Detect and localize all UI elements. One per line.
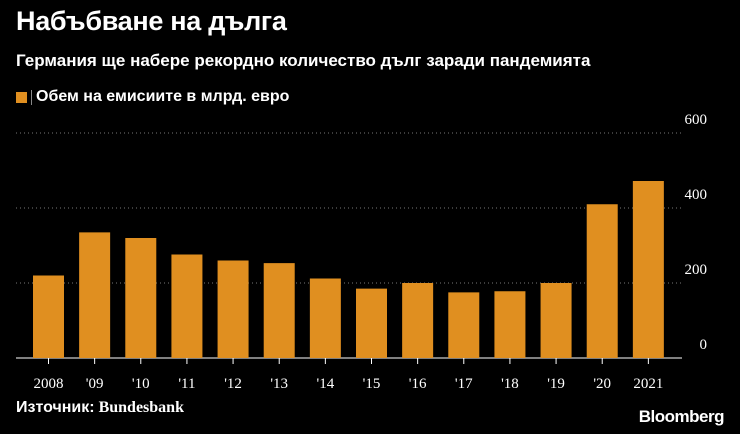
x-tick-label: 2021 [633, 376, 663, 392]
x-tick-label: '16 [409, 376, 427, 392]
x-tick-label: '19 [547, 376, 565, 392]
bar [540, 283, 572, 358]
source-label: Източник: [16, 399, 95, 416]
bar [79, 232, 111, 358]
bar [33, 275, 64, 358]
bar [586, 204, 618, 358]
legend: Обем на емисиите в млрд. евро [16, 88, 289, 106]
bar [171, 254, 203, 358]
y-tick-label: 0 [700, 337, 708, 353]
chart-title: Набъбване на дълга [16, 6, 287, 36]
x-tick-label: '12 [224, 376, 242, 392]
bar [402, 283, 434, 358]
bar [217, 260, 249, 358]
y-tick-label: 200 [685, 262, 708, 278]
x-tick-label: '10 [132, 376, 150, 392]
x-tick-label: '13 [270, 376, 288, 392]
x-tick-label: '09 [86, 376, 104, 392]
bar [309, 278, 341, 358]
x-tick-label: '11 [178, 376, 195, 392]
x-tick-label: '20 [593, 376, 611, 392]
source-name: Bundesbank [98, 399, 184, 416]
bar [494, 291, 526, 358]
bar [125, 238, 157, 358]
y-tick-label: 400 [685, 187, 708, 203]
x-tick-label: '18 [501, 376, 519, 392]
bar [632, 181, 664, 358]
legend-swatch [16, 91, 27, 103]
bar [356, 288, 387, 358]
legend-divider [31, 89, 32, 105]
bloomberg-logo: Bloomberg [638, 407, 725, 426]
x-tick-label: '14 [317, 376, 335, 392]
bar [448, 292, 480, 358]
bar [263, 263, 295, 358]
source-note: Източник: Bundesbank [16, 399, 184, 417]
y-tick-label: 600 [685, 112, 708, 128]
x-tick-label: 2008 [34, 376, 64, 392]
x-tick-label: '15 [363, 376, 381, 392]
chart-subtitle: Германия ще набере рекордно количество д… [16, 51, 591, 70]
x-tick-label: '17 [455, 376, 473, 392]
legend-label: Обем на емисиите в млрд. евро [36, 88, 290, 105]
